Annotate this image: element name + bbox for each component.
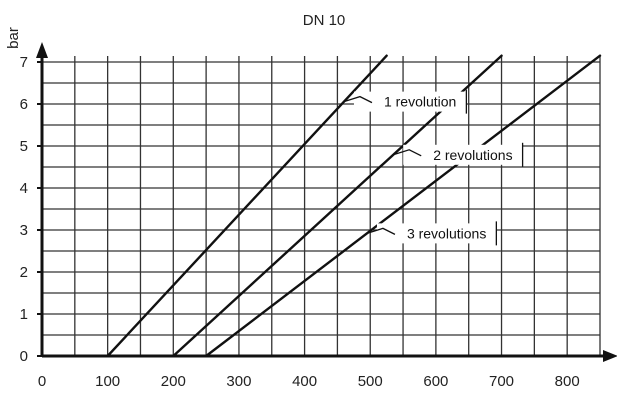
chart-title: DN 10: [303, 12, 346, 29]
y-tick-label: 2: [20, 264, 28, 281]
x-tick-label: 100: [95, 373, 120, 390]
y-tick-label: 0: [20, 348, 28, 365]
callout-box: [376, 223, 497, 244]
x-tick-label: 500: [358, 373, 383, 390]
callout-label: 1 revolution: [384, 94, 456, 110]
series-line: [106, 54, 388, 358]
y-tick-label: 1: [20, 306, 28, 323]
grid: [42, 56, 601, 356]
y-tick-label: 5: [20, 138, 28, 155]
annotations: 1 revolution 2 revolutions 3 revolutions: [343, 89, 524, 246]
callout-leader: [343, 95, 373, 104]
callout-leader: [366, 227, 396, 235]
tick-labels: 0 1 2 3 4 5 6 7 0 100 200 300 400 500 600 700 800: [20, 54, 580, 390]
x-tick-label: 600: [423, 373, 448, 390]
series-lines: [106, 54, 602, 358]
x-tick-label: 800: [555, 373, 580, 390]
callout: 2 revolutions: [393, 142, 524, 167]
x-tick-label: 700: [489, 373, 514, 390]
y-tick-label: 6: [20, 96, 28, 113]
axes: [36, 42, 617, 362]
y-axis-unit-label: bar: [5, 27, 22, 49]
x-tick-label: 0: [38, 373, 46, 390]
x-axis-arrow: [603, 350, 617, 362]
y-tick-label: 4: [20, 180, 28, 197]
y-tick-label: 7: [20, 54, 28, 71]
x-tick-label: 200: [161, 373, 186, 390]
callout: 3 revolutions: [366, 221, 497, 246]
x-tick-label: 300: [226, 373, 251, 390]
callout-box: [403, 144, 523, 165]
callout-label: 3 revolutions: [407, 225, 486, 241]
series-line: [204, 54, 602, 358]
callout-box: [353, 91, 467, 112]
callout: 1 revolution: [343, 89, 468, 114]
x-tick-label: 400: [292, 373, 317, 390]
y-axis-arrow: [36, 42, 48, 58]
callout-leader: [393, 149, 422, 157]
callout-label: 2 revolutions: [433, 147, 512, 163]
y-tick-label: 3: [20, 222, 28, 239]
